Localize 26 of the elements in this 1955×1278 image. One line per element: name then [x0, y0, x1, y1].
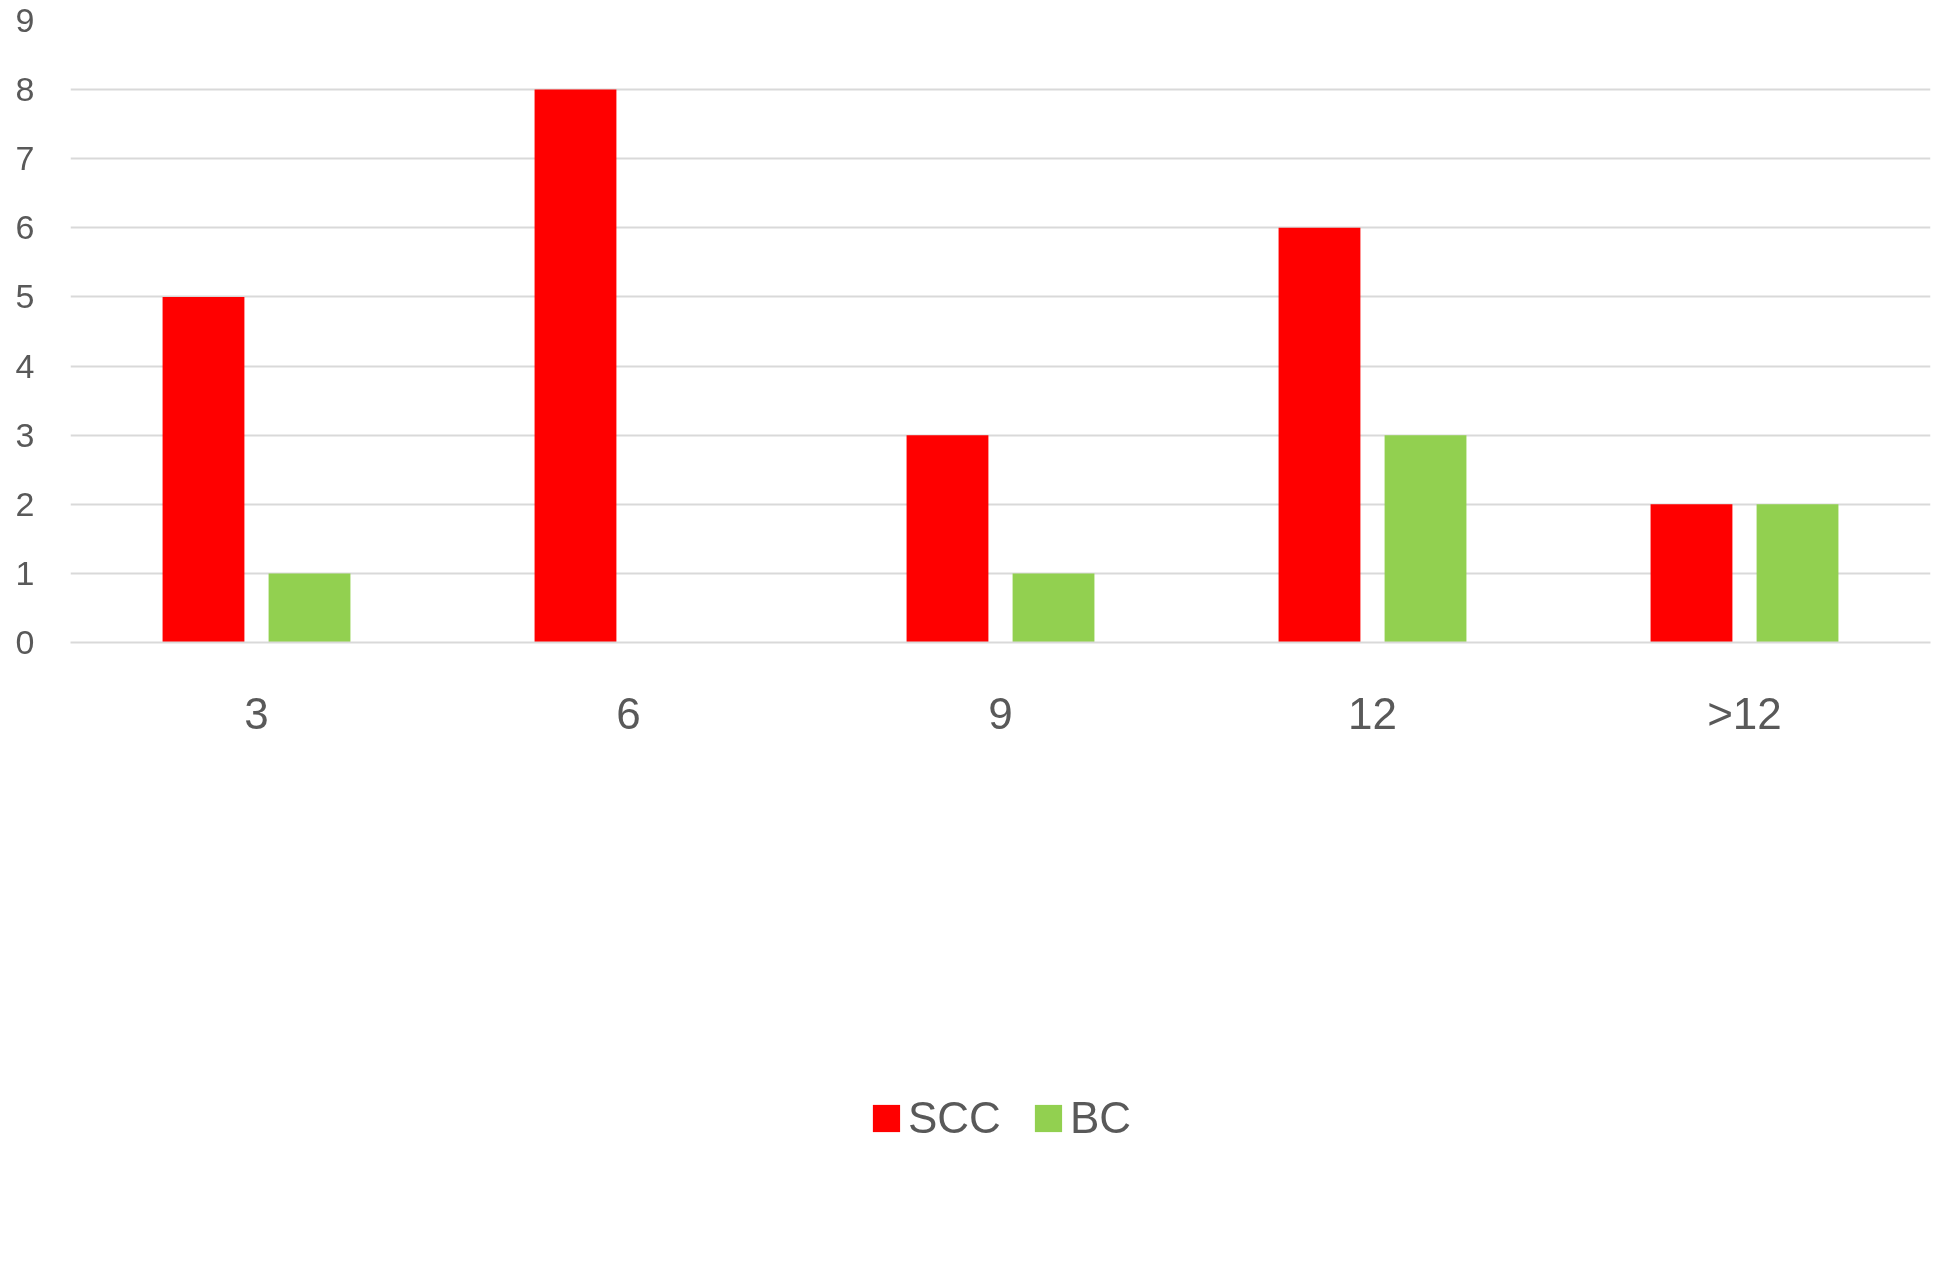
bar — [1012, 573, 1095, 643]
x-tick-label: 9 — [988, 688, 1013, 738]
y-tick-label: 0 — [15, 623, 35, 661]
bar — [1384, 435, 1467, 643]
x-tick-label: 3 — [244, 688, 269, 738]
legend-label: SCC — [907, 1092, 1001, 1143]
y-tick-label: 7 — [15, 139, 35, 178]
y-tick-label: 8 — [15, 70, 35, 109]
bar — [1650, 504, 1733, 643]
y-tick-label: 5 — [15, 277, 35, 316]
bar — [534, 89, 617, 643]
y-tick-label: 2 — [15, 484, 35, 523]
y-tick-label: 1 — [15, 553, 35, 592]
x-tick-label: 12 — [1348, 688, 1397, 738]
y-tick-label: 6 — [15, 208, 35, 247]
bar — [268, 573, 351, 643]
bar — [162, 296, 245, 643]
x-tick-label: 6 — [616, 688, 641, 738]
y-tick-label: 9 — [15, 1, 35, 39]
x-tick-label: >12 — [1707, 688, 1782, 738]
bar — [1278, 227, 1361, 643]
y-tick-label: 3 — [15, 415, 35, 454]
legend-label: BC — [1069, 1092, 1132, 1143]
y-tick-label: 4 — [15, 346, 35, 385]
bar — [1756, 504, 1839, 643]
bar — [906, 435, 989, 643]
